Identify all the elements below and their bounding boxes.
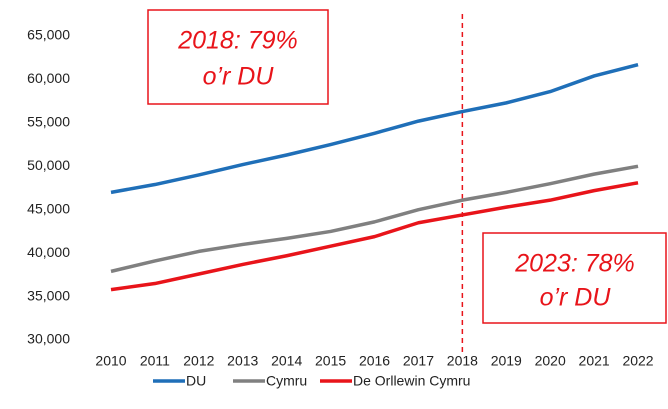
y-tick-label: 50,000 — [27, 157, 70, 173]
series-line — [110, 181, 639, 292]
annotation-text: o’r DU — [540, 284, 612, 312]
x-tick-label: 2011 — [140, 353, 170, 369]
y-tick-label: 35,000 — [27, 287, 70, 303]
legend-label: Cymru — [266, 373, 307, 389]
y-tick-label: 55,000 — [27, 114, 70, 130]
x-tick-label: 2019 — [491, 353, 522, 369]
x-tick-label: 2015 — [315, 353, 346, 369]
x-tick-label: 2017 — [403, 353, 434, 369]
x-tick-label: 2014 — [271, 353, 302, 369]
y-tick-label: 65,000 — [27, 27, 70, 43]
annotation-text: 2018: 79% — [177, 27, 298, 55]
y-tick-label: 40,000 — [27, 244, 70, 260]
x-tick-label: 2012 — [183, 353, 214, 369]
x-tick-label: 2021 — [579, 353, 610, 369]
legend-label: DU — [186, 373, 206, 389]
annotation-text: o’r DU — [203, 63, 275, 91]
x-tick-label: 2010 — [95, 353, 126, 369]
y-tick-label: 45,000 — [27, 200, 70, 216]
x-tick-label: 2020 — [535, 353, 566, 369]
x-tick-label: 2022 — [622, 353, 653, 369]
annotation-text: 2023: 78% — [514, 250, 635, 278]
x-tick-label: 2018 — [447, 353, 478, 369]
series-line — [110, 62, 639, 195]
annotation-box — [147, 9, 329, 105]
legend-label: De Orllewin Cymru — [353, 373, 470, 389]
x-tick-label: 2016 — [359, 353, 390, 369]
y-tick-label: 30,000 — [27, 331, 70, 347]
x-tick-label: 2013 — [227, 353, 258, 369]
y-tick-label: 60,000 — [27, 70, 70, 86]
annotation-box — [482, 232, 667, 324]
series-line — [110, 164, 639, 274]
